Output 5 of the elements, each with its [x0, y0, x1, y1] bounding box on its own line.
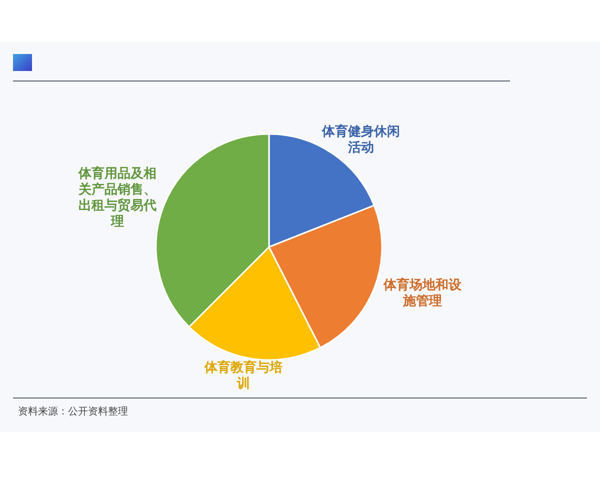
slice-label: 体育场地和设施管理 — [382, 276, 462, 308]
slice-label: 体育教育与培训 — [203, 358, 282, 391]
text: 资料来源：公开资料整理 — [18, 406, 128, 418]
slice-label: 体育健身休闲活动 — [321, 123, 400, 156]
slice-label: 体育用品及相关产品销售、出租与贸易代理 — [78, 164, 157, 229]
